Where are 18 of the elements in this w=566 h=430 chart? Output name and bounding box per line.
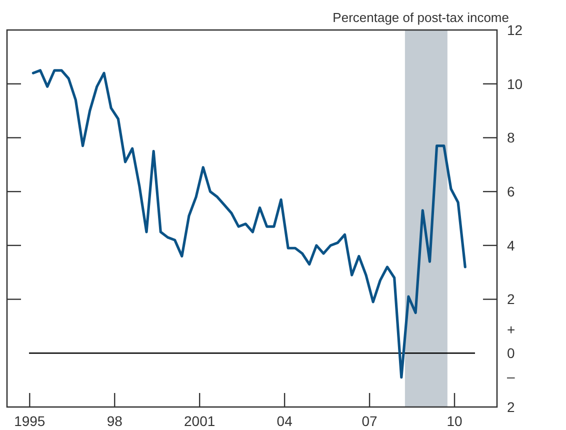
y-tick-label: 8 (507, 130, 515, 146)
y-tick-label: 10 (507, 76, 523, 92)
x-tick-label: 07 (362, 413, 378, 429)
line-series (32, 69, 466, 379)
y-tick-label: 12 (507, 22, 523, 38)
y-axis-title: Percentage of post-tax income (332, 10, 509, 25)
text: – (507, 368, 515, 384)
x-tick-label: 1995 (14, 413, 46, 429)
x-tick-label: 10 (446, 413, 463, 429)
x-tick-label: 04 (276, 413, 293, 429)
y-tick-label: 6 (507, 183, 515, 200)
x-tick-label: 2001 (184, 413, 216, 429)
text: + (507, 322, 516, 338)
x-tick-label: 98 (106, 413, 123, 429)
y-tick-label: 4 (507, 237, 515, 254)
y-tick-label: 2 (507, 291, 515, 308)
y-tick-label: 0 (507, 345, 515, 362)
y-tick-label: 2 (507, 398, 515, 415)
